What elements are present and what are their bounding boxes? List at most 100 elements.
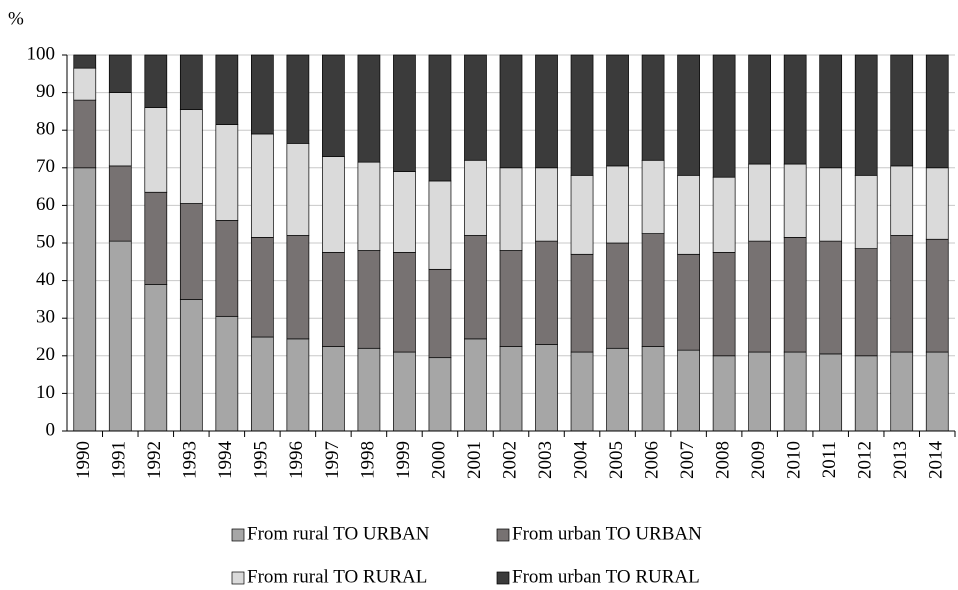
bar-segment	[464, 235, 487, 340]
bar-segment	[428, 268, 452, 359]
y-tick-label: 10	[36, 382, 55, 403]
bar-segment	[677, 349, 700, 432]
bar-segment	[925, 351, 949, 432]
bar-segment	[819, 54, 843, 169]
bar-segment	[925, 167, 949, 240]
x-tick-label: 1996	[286, 441, 307, 479]
bar-segment	[854, 355, 878, 432]
legend-swatch	[231, 528, 245, 542]
bar-segment	[357, 54, 381, 163]
x-tick-label: 2014	[926, 441, 947, 480]
bar-segment	[535, 54, 558, 169]
bar-segment	[179, 109, 203, 204]
y-tick-label: 80	[36, 119, 55, 140]
bar-segment	[854, 174, 878, 249]
x-tick-label: 1999	[393, 441, 414, 479]
bar-segment	[73, 67, 97, 101]
legend-label: From rural TO URBAN	[247, 523, 430, 544]
bar-segment	[499, 250, 523, 347]
x-tick-label: 2012	[855, 441, 876, 479]
bar-segment	[108, 54, 132, 93]
bar-segment	[712, 252, 736, 357]
bar-segment	[250, 336, 274, 432]
bar-segment	[286, 143, 310, 236]
bar-segment	[179, 203, 203, 300]
bar-segment	[499, 346, 523, 432]
bar-segment	[73, 54, 97, 69]
y-tick-label: 50	[36, 231, 55, 252]
bar-segment	[677, 174, 700, 255]
bar-segment	[215, 124, 239, 221]
legend-label: From urban TO RURAL	[512, 566, 700, 587]
bar-segment	[393, 54, 416, 172]
x-tick-label: 2002	[499, 441, 520, 479]
bar-segment	[890, 165, 914, 236]
bar-segment	[144, 284, 168, 432]
bar-segment	[464, 54, 487, 161]
bar-segment	[179, 299, 203, 432]
bar-segment	[890, 235, 914, 353]
bar-segment	[322, 252, 345, 347]
bar-segment	[108, 92, 132, 167]
x-tick-label: 2003	[535, 441, 556, 479]
bar-segment	[393, 171, 416, 253]
bar-segment	[357, 250, 381, 349]
bar-segment	[215, 220, 239, 317]
legend-swatch	[496, 528, 510, 542]
x-tick-label: 1991	[109, 441, 130, 479]
legend-label: From urban TO URBAN	[512, 523, 702, 544]
bar-segment	[641, 346, 665, 432]
bar-segment	[464, 338, 487, 432]
x-tick-label: 1990	[73, 441, 94, 479]
bar-segment	[428, 54, 452, 182]
bar-segment	[570, 174, 594, 255]
bar-segment	[677, 253, 700, 351]
x-tick-label: 1993	[180, 441, 201, 479]
bar-segment	[854, 54, 878, 176]
bar-segment	[428, 357, 452, 432]
x-tick-label: 2007	[677, 441, 698, 479]
bar-segment	[357, 347, 381, 432]
bar-segment	[215, 315, 239, 432]
x-tick-label: 2009	[748, 441, 769, 479]
x-tick-label: 1998	[357, 441, 378, 479]
bar-segment	[144, 54, 168, 108]
bar-segment	[108, 165, 132, 242]
bar-segment	[73, 167, 97, 432]
x-tick-label: 2001	[464, 441, 485, 479]
bar-segment	[393, 351, 416, 432]
y-tick-label: 100	[27, 43, 56, 64]
bar-segment	[215, 54, 239, 125]
bar-segment	[677, 54, 700, 176]
bar-segment	[819, 167, 843, 242]
bar-segment	[748, 240, 772, 353]
bar-segment	[179, 54, 203, 110]
bar-segment	[250, 54, 274, 135]
x-tick-label: 2011	[819, 441, 840, 478]
bar-segment	[748, 163, 772, 242]
bar-segment	[748, 54, 772, 165]
bar-segment	[322, 346, 345, 432]
bar-segment	[890, 351, 914, 432]
bar-segment	[322, 156, 345, 253]
legend-swatch	[496, 571, 510, 585]
y-tick-label: 20	[36, 344, 55, 365]
bar-segment	[108, 240, 132, 432]
y-tick-label: 30	[36, 307, 55, 328]
x-tick-label: 1995	[251, 441, 272, 479]
bar-segment	[748, 351, 772, 432]
legend-label: From rural TO RURAL	[247, 566, 427, 587]
y-tick-label: 40	[36, 269, 55, 290]
bar-segment	[606, 347, 629, 432]
y-tick-label: 90	[36, 81, 55, 102]
bar-segment	[286, 54, 310, 144]
bar-segment	[606, 165, 629, 244]
bar-segment	[641, 233, 665, 347]
x-tick-label: 2013	[890, 441, 911, 479]
bar-segment	[641, 159, 665, 234]
bar-segment	[570, 253, 594, 353]
x-tick-label: 2004	[570, 441, 591, 480]
bar-segment	[286, 338, 310, 432]
bar-segment	[250, 133, 274, 238]
bar-segment	[393, 252, 416, 353]
